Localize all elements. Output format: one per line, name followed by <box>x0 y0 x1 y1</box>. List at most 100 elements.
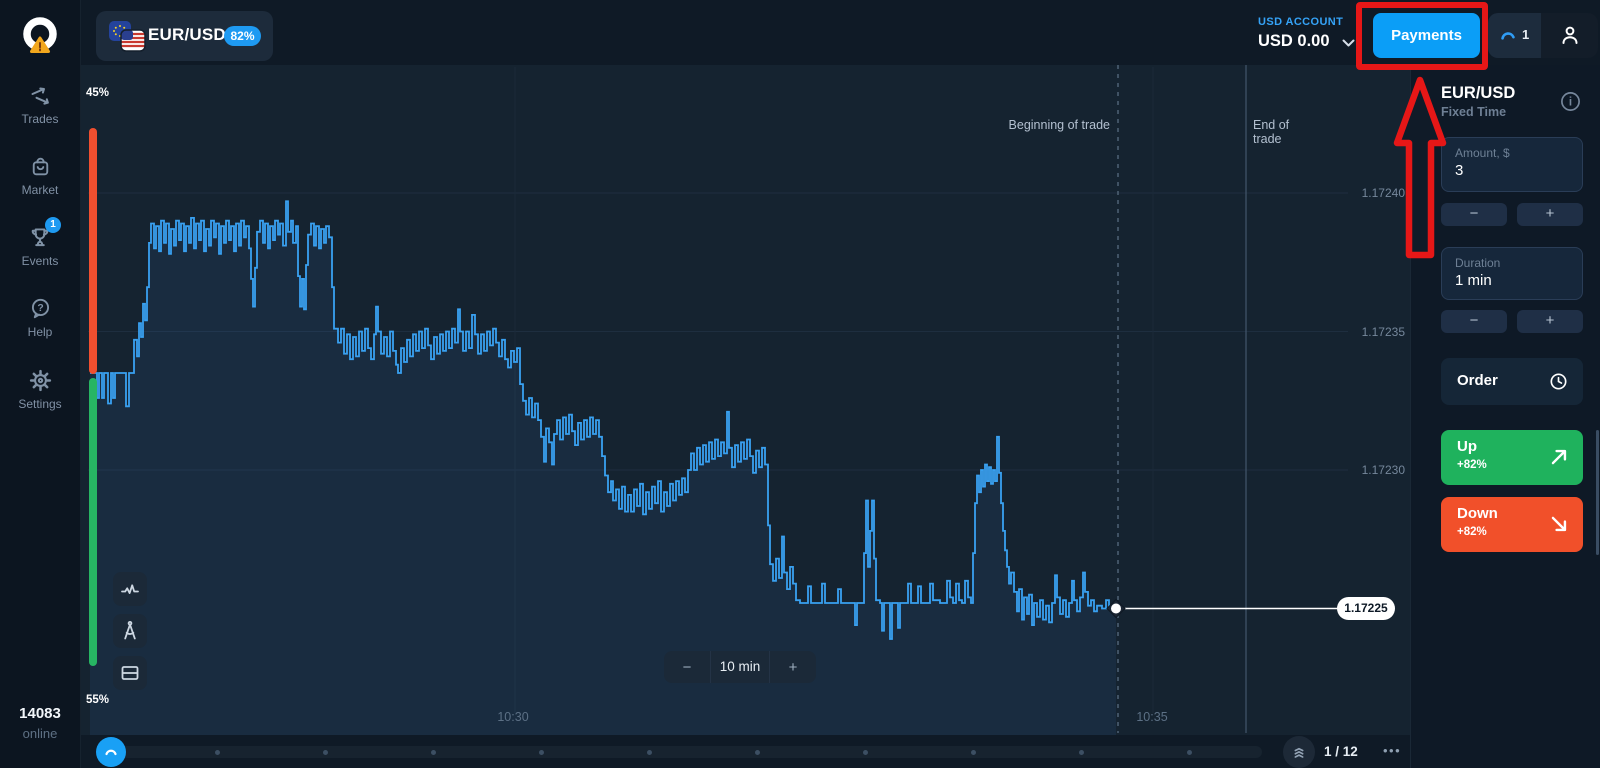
down-button[interactable]: Down +82% <box>1441 497 1583 552</box>
timescale-value: 10 min <box>710 651 770 683</box>
page-indicator: 1 / 12 <box>1324 744 1358 759</box>
sidebar-item-help[interactable]: ? Help <box>0 296 80 339</box>
timeline-dot <box>1187 749 1192 755</box>
price-axis-label: 1.17235 <box>1361 325 1405 339</box>
drawing-tools-button[interactable] <box>113 614 147 648</box>
svg-text:i: i <box>1569 97 1572 109</box>
live-position-button[interactable] <box>96 737 126 767</box>
sidebar-item-trades[interactable]: Trades <box>0 84 80 126</box>
amount-minus-button[interactable]: − <box>1441 203 1507 226</box>
person-icon <box>1562 26 1578 44</box>
sidebar-item-settings[interactable]: Settings <box>0 368 80 411</box>
price-axis-label: 1.17230 <box>1361 463 1405 477</box>
online-count-label: online <box>22 726 58 741</box>
duration-field[interactable]: Duration 1 min <box>1441 247 1583 300</box>
duration-minus-button[interactable]: − <box>1441 310 1507 333</box>
amount-label: Amount, $ <box>1455 146 1510 160</box>
sidebar: Trades Market 1 Eve <box>0 0 81 768</box>
currency-pair-flags-icon <box>109 21 146 52</box>
timeline-dot <box>863 749 868 755</box>
svg-text:?: ? <box>37 303 43 314</box>
stacked-chevrons-icon <box>1294 747 1304 758</box>
account-balance: USD 0.00 <box>1258 32 1330 50</box>
asset-pair-label: EUR/USD <box>148 25 226 44</box>
events-trophy-icon <box>31 228 49 247</box>
annotation-highlight-box <box>1356 2 1488 70</box>
notification-count: 1 <box>1522 27 1530 42</box>
sidebar-item-label: Trades <box>21 112 59 126</box>
sidebar-item-events[interactable]: 1 Events <box>0 217 80 268</box>
sidebar-item-label: Settings <box>18 397 62 411</box>
up-payout: +82% <box>1457 459 1487 471</box>
current-price-tag: 1.17225 <box>1337 597 1395 620</box>
sidebar-item-label: Help <box>27 325 53 339</box>
notifications-button[interactable]: 1 <box>1488 13 1541 58</box>
arrow-up-right-icon <box>1551 449 1567 465</box>
sentiment-up-label: 45% <box>86 87 110 99</box>
timeline-dot <box>323 749 328 755</box>
timeline-dot <box>539 749 544 755</box>
chart-background <box>81 65 1410 735</box>
scrollbar-thumb[interactable] <box>1596 430 1599 555</box>
timescale-zoom-in-button[interactable]: + <box>788 658 798 676</box>
split-layout-icon <box>121 666 139 680</box>
timeline-dot <box>215 749 220 755</box>
line-chart-icon <box>121 584 139 594</box>
annotation-arrow <box>1393 76 1447 259</box>
clock-icon <box>1550 373 1567 390</box>
asset-selector[interactable]: EUR/USD 82% <box>96 11 273 61</box>
panel-asset-title: EUR/USD <box>1441 84 1516 102</box>
amount-plus-button[interactable]: + <box>1517 203 1583 226</box>
order-button[interactable]: Order <box>1441 358 1583 405</box>
online-count: 14083 <box>19 705 61 722</box>
profile-button[interactable] <box>1541 13 1598 58</box>
sidebar-item-market[interactable]: Market <box>0 154 80 197</box>
split-layout-button[interactable] <box>113 656 147 690</box>
bonus-arc-icon <box>1501 32 1515 40</box>
timeline-dot <box>971 749 976 755</box>
timeline-dot <box>647 749 652 755</box>
history-timeline-scrubber[interactable] <box>112 746 1262 758</box>
timescale-zoom-out-button[interactable]: − <box>682 658 692 676</box>
down-label: Down <box>1457 505 1498 522</box>
trades-icon <box>31 87 49 105</box>
duration-value: 1 min <box>1455 272 1492 289</box>
begin-of-trade-label: Beginning of trade <box>1008 118 1110 132</box>
payments-button[interactable]: Payments <box>1373 13 1480 58</box>
info-icon[interactable]: i <box>1560 91 1581 112</box>
online-counter: 14083 online <box>0 705 80 741</box>
events-badge: 1 <box>45 217 61 233</box>
amount-value: 3 <box>1455 162 1464 179</box>
pages-stack-button[interactable] <box>1283 736 1315 768</box>
timeline-dot <box>431 749 436 755</box>
time-axis-label: 10:30 <box>497 710 529 724</box>
down-payout: +82% <box>1457 526 1487 538</box>
up-button[interactable]: Up +82% <box>1441 430 1583 485</box>
more-menu-button[interactable]: ••• <box>1383 743 1402 758</box>
duration-label: Duration <box>1455 256 1501 270</box>
timeline-dot <box>1079 749 1084 755</box>
order-label: Order <box>1457 372 1498 389</box>
chevron-down-icon <box>1342 39 1355 47</box>
price-chart[interactable] <box>80 65 1410 735</box>
sentiment-bar-up <box>89 128 97 374</box>
panel-mode-subtitle: Fixed Time <box>1441 105 1507 119</box>
app-logo[interactable] <box>16 12 64 60</box>
sentiment-bar-down <box>89 378 97 666</box>
profile-widget: 1 <box>1488 13 1598 58</box>
up-label: Up <box>1457 438 1477 455</box>
help-icon: ? <box>31 298 49 319</box>
chart-type-button[interactable] <box>113 572 147 606</box>
sentiment-down-label: 55% <box>86 694 110 706</box>
amount-field[interactable]: Amount, $ 3 <box>1441 137 1583 192</box>
account-type-label: USD ACCOUNT <box>1258 16 1344 28</box>
duration-plus-button[interactable]: + <box>1517 310 1583 333</box>
arc-icon <box>105 749 117 756</box>
settings-gear-icon <box>29 369 51 392</box>
arrow-down-right-icon <box>1551 516 1567 532</box>
price-axis-label: 1.17240 <box>1361 186 1405 200</box>
time-axis-label: 10:35 <box>1136 710 1168 724</box>
account-selector[interactable]: USD ACCOUNT USD 0.00 <box>1258 16 1355 51</box>
payout-badge: 82% <box>224 26 261 46</box>
compass-icon <box>124 621 136 640</box>
